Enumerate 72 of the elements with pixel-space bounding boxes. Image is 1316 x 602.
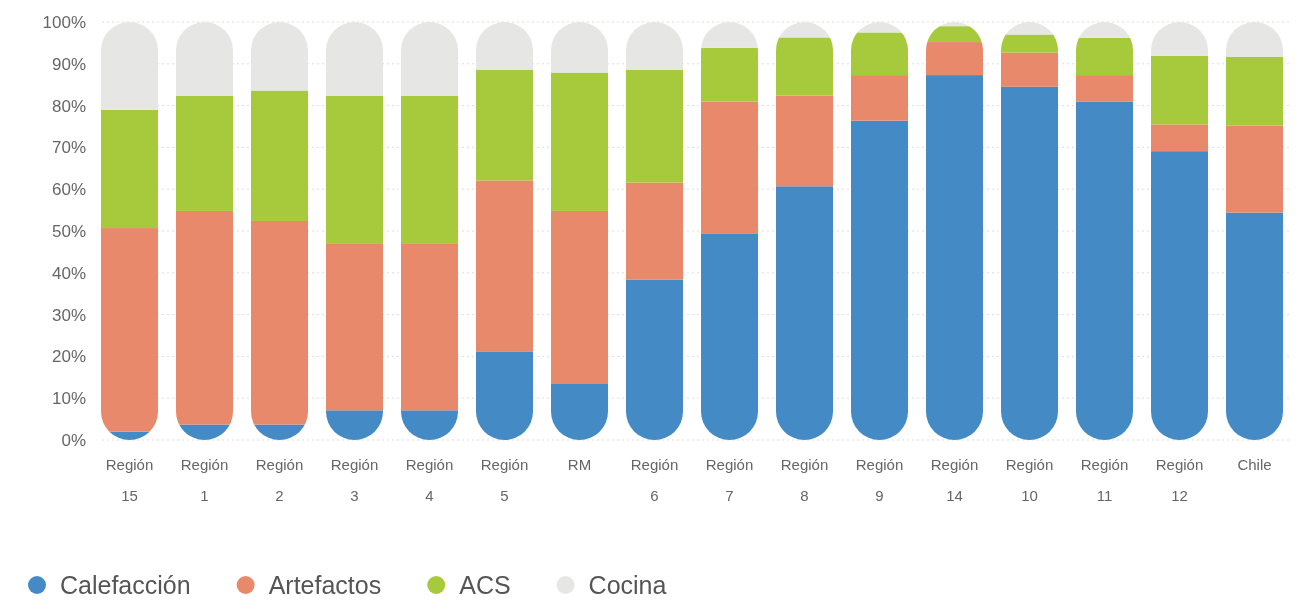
bar [551, 210, 608, 384]
bar [476, 351, 533, 440]
bar [776, 186, 833, 440]
y-tick-label: 40% [51, 263, 86, 283]
y-tick-label: 10% [51, 389, 86, 409]
bar [251, 220, 308, 425]
bar [851, 32, 908, 76]
bar [1151, 124, 1208, 152]
x-tick-label: Región 2 [255, 456, 304, 504]
bar [626, 69, 683, 183]
bar [326, 95, 383, 244]
bar [926, 75, 983, 440]
x-tick-label: Región 1 [180, 456, 229, 504]
legend-label: Calefacción [60, 571, 191, 599]
bar [701, 233, 758, 440]
x-tick-label: Región 7 [705, 456, 754, 504]
bar [401, 95, 458, 244]
bar [1226, 212, 1283, 440]
y-tick-label: 0% [61, 430, 86, 450]
bar [1076, 37, 1133, 76]
bar [1076, 75, 1133, 102]
bar [1001, 52, 1058, 87]
x-tick-label: Región 3 [330, 456, 379, 504]
bar [176, 95, 233, 211]
x-tick-label: Región 14 [930, 456, 979, 504]
legend-label: ACS [459, 571, 511, 599]
bar [626, 182, 683, 280]
bar [1226, 125, 1283, 213]
x-tick-label: Región 5 [480, 456, 529, 504]
bar [1001, 34, 1058, 53]
y-tick-label: 50% [51, 221, 86, 241]
x-tick-label: Región 15 [105, 456, 154, 504]
bar [776, 37, 833, 96]
bar [551, 72, 608, 211]
bar [626, 279, 683, 440]
bar [101, 228, 158, 432]
x-tick-label: RM [567, 456, 592, 473]
bar [1226, 56, 1283, 126]
bar [176, 210, 233, 425]
bar [701, 47, 758, 102]
x-tick-label: Región 12 [1155, 456, 1204, 504]
x-tick-label: Chile [1237, 456, 1272, 473]
y-tick-label: 20% [51, 347, 86, 367]
y-tick-label: 100% [42, 12, 86, 32]
bar [851, 120, 908, 440]
y-tick-label: 60% [51, 180, 86, 200]
x-tick-label: Región 4 [405, 456, 454, 504]
bar [476, 180, 533, 352]
bar [326, 243, 383, 411]
bar [926, 42, 983, 76]
bar [1001, 86, 1058, 440]
x-tick-label: Región 8 [780, 456, 829, 504]
bar [1151, 55, 1208, 125]
y-tick-label: 30% [51, 305, 86, 325]
legend-label: Cocina [588, 571, 667, 599]
bar [101, 109, 158, 229]
bar [776, 95, 833, 187]
y-tick-label: 90% [51, 54, 86, 74]
y-tick-label: 80% [51, 96, 86, 116]
x-tick-label: Región 6 [630, 456, 679, 504]
bar [851, 75, 908, 121]
bar [701, 101, 758, 234]
x-tick-label: Región 11 [1080, 456, 1129, 504]
bar [476, 69, 533, 181]
legend-label: Artefactos [268, 571, 382, 599]
bar [1151, 151, 1208, 440]
x-tick-label: Región 10 [1005, 456, 1054, 504]
bar [401, 243, 458, 411]
bar [251, 90, 308, 221]
bar [1076, 101, 1133, 440]
x-tick-label: Región 9 [855, 456, 904, 504]
y-tick-label: 70% [51, 138, 86, 158]
